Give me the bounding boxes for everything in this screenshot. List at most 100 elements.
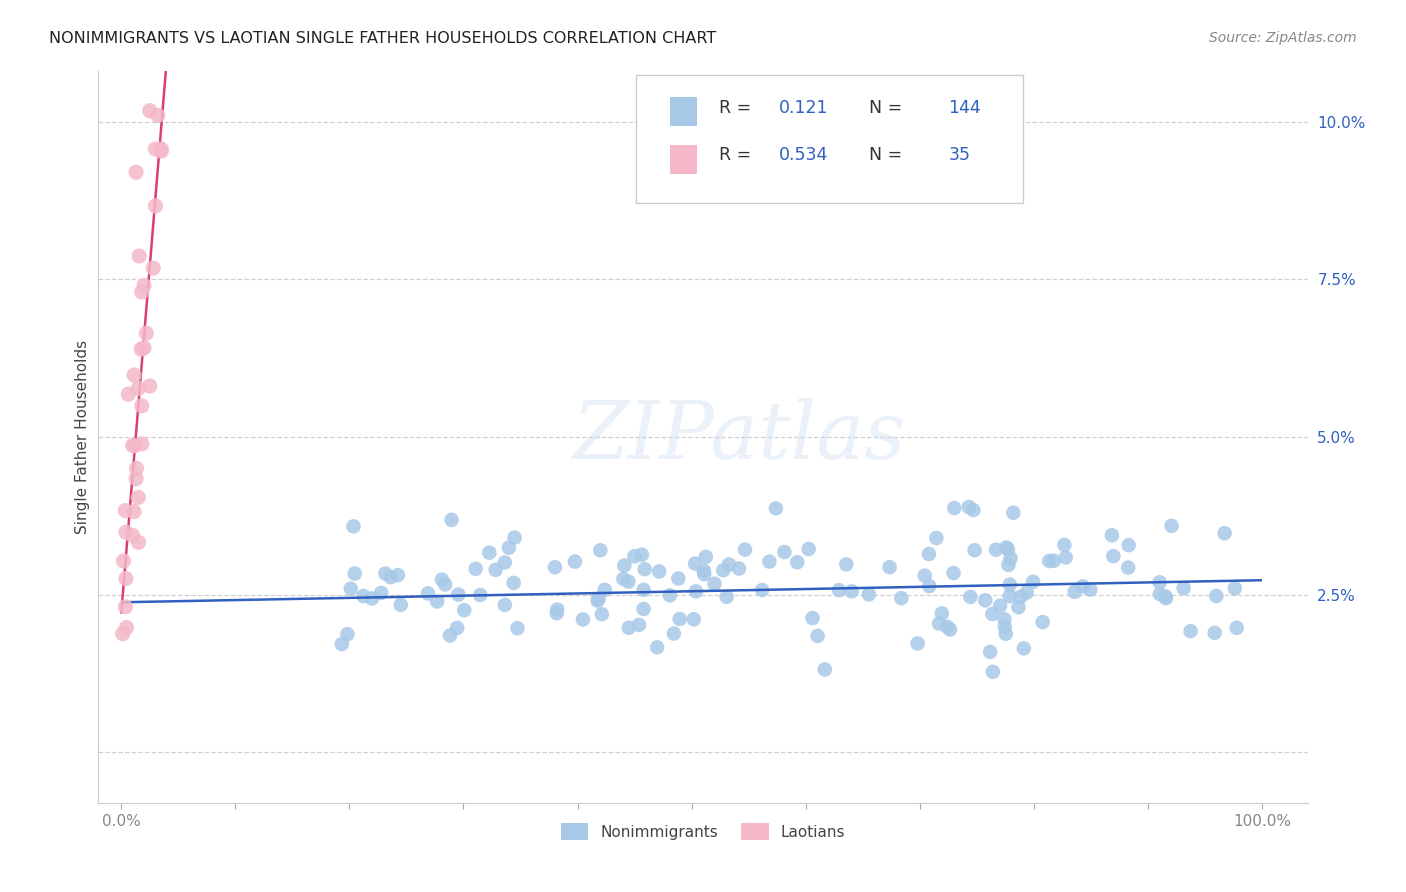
Point xyxy=(963,543,986,558)
Point xyxy=(662,626,685,640)
Point xyxy=(1078,582,1101,597)
Point xyxy=(370,586,392,600)
Point xyxy=(1213,526,1236,541)
Point xyxy=(593,582,616,597)
Point xyxy=(959,590,981,604)
Point xyxy=(122,505,145,519)
Point xyxy=(591,607,613,622)
Point xyxy=(440,513,463,527)
Point xyxy=(645,640,668,655)
Point xyxy=(998,577,1021,591)
Point xyxy=(114,599,136,614)
Point xyxy=(494,556,516,570)
Point xyxy=(995,541,1018,555)
Point xyxy=(336,627,359,641)
Point xyxy=(1007,600,1029,615)
Point xyxy=(979,645,1001,659)
Point xyxy=(498,541,520,555)
Point xyxy=(115,525,138,540)
Point xyxy=(627,618,650,632)
Point xyxy=(717,558,740,572)
Point xyxy=(142,260,165,275)
Point xyxy=(1010,590,1032,604)
Point xyxy=(132,341,155,355)
Point xyxy=(453,603,475,617)
Point xyxy=(434,577,457,591)
Text: R =: R = xyxy=(718,99,756,117)
Text: N =: N = xyxy=(858,99,907,117)
Point xyxy=(339,582,361,596)
Text: 144: 144 xyxy=(949,99,981,117)
Point xyxy=(666,572,689,586)
Point xyxy=(150,142,173,156)
Point xyxy=(114,503,136,517)
Point xyxy=(907,636,929,650)
Point xyxy=(988,599,1011,613)
Point xyxy=(1205,589,1227,603)
Point xyxy=(997,558,1019,572)
Point xyxy=(814,663,837,677)
Text: Source: ZipAtlas.com: Source: ZipAtlas.com xyxy=(1209,31,1357,45)
Point xyxy=(801,611,824,625)
Point xyxy=(447,588,470,602)
Point xyxy=(478,546,501,560)
Point xyxy=(131,399,153,413)
Point xyxy=(685,584,707,599)
Text: 35: 35 xyxy=(949,146,970,164)
Point xyxy=(146,108,169,122)
Point xyxy=(617,574,640,589)
Point xyxy=(485,563,508,577)
Point xyxy=(1149,587,1171,601)
Legend: Nonimmigrants, Laotians: Nonimmigrants, Laotians xyxy=(554,816,852,847)
Point xyxy=(1226,621,1249,635)
Point xyxy=(1204,625,1226,640)
Point xyxy=(612,572,634,586)
Point xyxy=(1101,528,1123,542)
Point xyxy=(703,576,725,591)
Point xyxy=(1000,551,1022,566)
Point xyxy=(1154,591,1177,606)
Point xyxy=(572,612,595,626)
Point xyxy=(374,566,396,581)
Point xyxy=(1054,550,1077,565)
Point xyxy=(145,199,167,213)
Point xyxy=(1102,549,1125,563)
Point xyxy=(751,582,773,597)
Point xyxy=(139,103,162,118)
Point xyxy=(564,555,586,569)
Point xyxy=(928,616,950,631)
Point xyxy=(998,589,1021,603)
Point xyxy=(806,629,828,643)
Point xyxy=(145,142,167,156)
Point xyxy=(503,531,526,545)
Point xyxy=(131,285,153,299)
Point xyxy=(128,249,150,263)
Point xyxy=(716,590,738,604)
Point xyxy=(728,561,751,575)
Point xyxy=(658,588,681,602)
Point xyxy=(121,528,143,542)
Point xyxy=(342,519,364,533)
Point xyxy=(890,591,912,606)
Point xyxy=(1022,574,1045,589)
Point xyxy=(734,542,756,557)
Point xyxy=(430,573,453,587)
Point xyxy=(588,592,610,607)
Point xyxy=(132,278,155,293)
Point xyxy=(936,620,959,634)
Point xyxy=(470,588,492,602)
Text: ZIPatlas: ZIPatlas xyxy=(572,399,905,475)
Point xyxy=(634,562,657,576)
Point xyxy=(135,326,157,341)
Point xyxy=(464,562,486,576)
FancyBboxPatch shape xyxy=(671,145,697,174)
Point xyxy=(446,621,468,635)
Point xyxy=(984,542,1007,557)
Point xyxy=(380,570,402,584)
Point xyxy=(1002,506,1025,520)
Point xyxy=(879,560,901,574)
Point xyxy=(1149,575,1171,590)
Text: NONIMMIGRANTS VS LAOTIAN SINGLE FATHER HOUSEHOLDS CORRELATION CHART: NONIMMIGRANTS VS LAOTIAN SINGLE FATHER H… xyxy=(49,31,717,46)
Point xyxy=(1173,581,1195,595)
Point xyxy=(617,621,640,635)
